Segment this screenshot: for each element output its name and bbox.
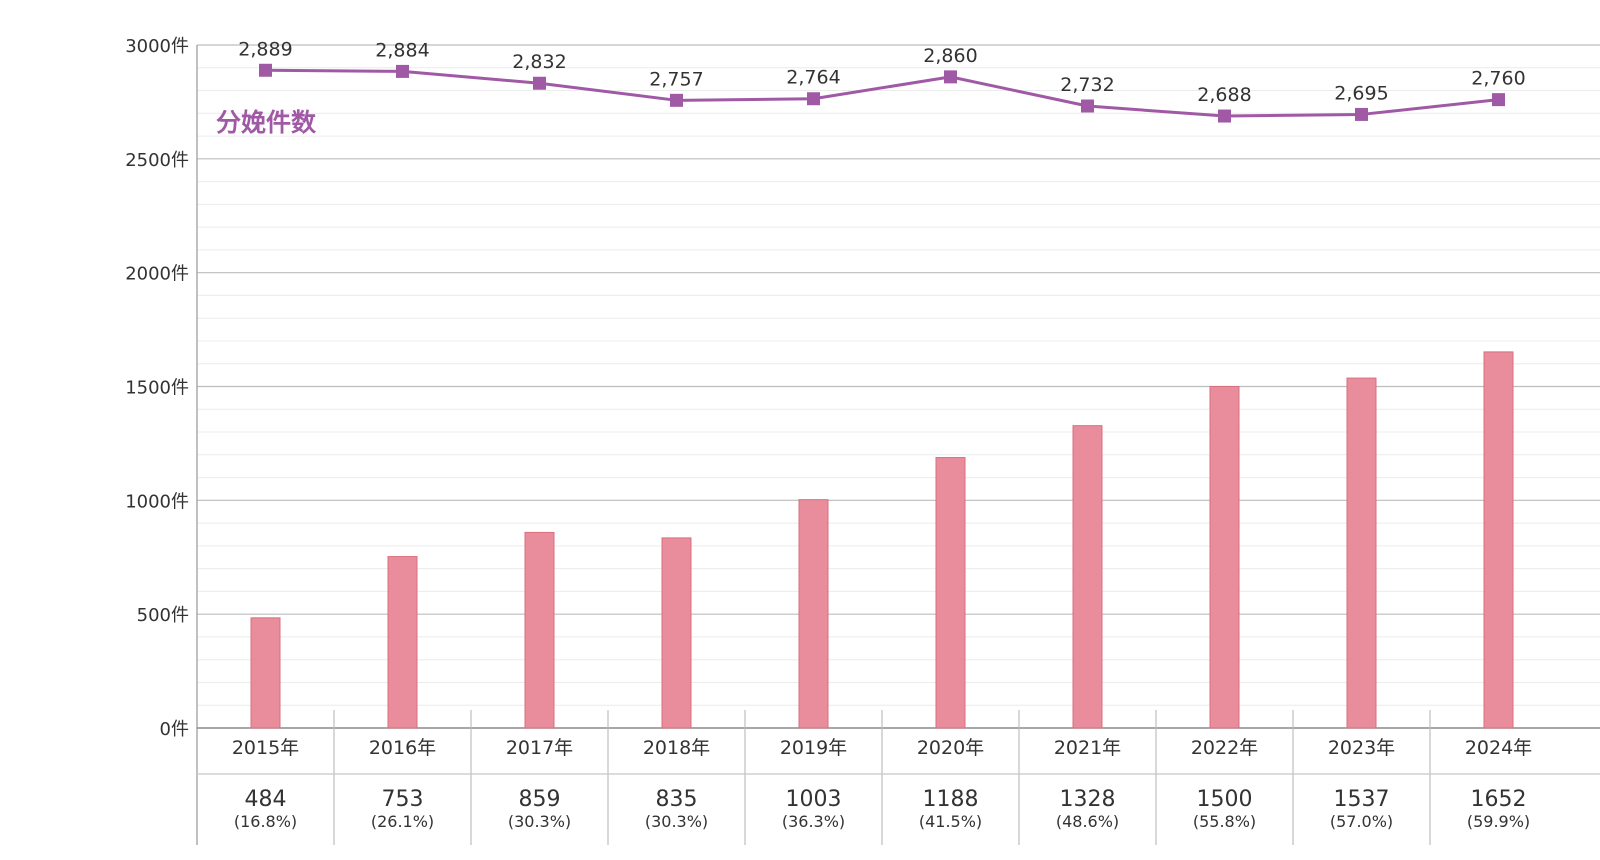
line-point-marker: [807, 92, 820, 106]
y-tick-label: 2500件: [125, 150, 189, 171]
bar-percent-label: (36.3%): [782, 812, 845, 831]
line-point-marker: [1218, 109, 1231, 123]
line-value-label: 2,832: [512, 51, 566, 73]
y-tick-label: 500件: [137, 605, 189, 626]
bar-percent-label: (59.9%): [1467, 812, 1530, 831]
bar: [798, 499, 829, 729]
bar-percent-label: (55.8%): [1193, 812, 1256, 831]
line-series-label: 分娩件数: [216, 108, 317, 137]
bar-percent-label: (57.0%): [1330, 812, 1393, 831]
x-category-label: 2020年: [917, 737, 984, 759]
line-value-label: 2,695: [1334, 82, 1388, 104]
bar: [935, 457, 966, 729]
line-point-marker: [1081, 99, 1094, 113]
y-tick-label: 1000件: [125, 491, 189, 512]
bar-value-label: 1652: [1471, 787, 1527, 812]
bar: [387, 556, 418, 729]
line-point-marker: [396, 64, 409, 78]
bar: [1209, 386, 1240, 729]
x-category-label: 2021年: [1054, 737, 1121, 759]
line-value-label: 2,757: [649, 68, 703, 90]
bar-value-label: 484: [245, 787, 287, 812]
line-value-label: 2,764: [786, 67, 840, 89]
x-category-label: 2019年: [780, 737, 847, 759]
bar-percent-label: (30.3%): [645, 812, 708, 831]
line-point-marker: [944, 70, 957, 84]
bar-value-label: 1537: [1334, 787, 1390, 812]
bar: [661, 537, 692, 729]
bar-value-label: 753: [382, 787, 424, 812]
bar-percent-label: (16.8%): [234, 812, 297, 831]
bar: [250, 617, 281, 729]
x-category-label: 2022年: [1191, 737, 1258, 759]
line-point-marker: [259, 63, 272, 77]
bar-percent-label: (30.3%): [508, 812, 571, 831]
bar-value-label: 1328: [1060, 787, 1116, 812]
bar-percent-label: (48.6%): [1056, 812, 1119, 831]
y-tick-label: 1500件: [125, 378, 189, 399]
y-tick-label: 3000件: [125, 36, 189, 57]
bar-value-label: 1188: [923, 787, 979, 812]
bar-percent-label: (26.1%): [371, 812, 434, 831]
x-category-label: 2024年: [1465, 737, 1532, 759]
bar-value-label: 835: [656, 787, 698, 812]
bar-value-label: 1500: [1197, 787, 1253, 812]
y-tick-label: 0件: [160, 719, 189, 740]
x-category-label: 2017年: [506, 737, 573, 759]
bar: [1072, 425, 1103, 729]
line-series-path: [265, 68, 1499, 118]
x-category-label: 2018年: [643, 737, 710, 759]
line-point-marker: [670, 93, 683, 107]
line-value-label: 2,860: [923, 45, 977, 67]
bar: [524, 531, 555, 729]
x-category-label: 2015年: [232, 737, 299, 759]
bar-value-label: 1003: [786, 787, 842, 812]
x-category-label: 2023年: [1328, 737, 1395, 759]
x-category-label: 2016年: [369, 737, 436, 759]
bar-value-label: 859: [519, 787, 561, 812]
y-tick-label: 2000件: [125, 264, 189, 285]
bar: [1483, 351, 1514, 729]
line-value-label: 2,760: [1471, 68, 1525, 90]
line-value-label: 2,732: [1060, 74, 1114, 96]
line-point-marker: [1355, 107, 1368, 121]
bar-percent-label: (41.5%): [919, 812, 982, 831]
bar: [1346, 377, 1377, 729]
line-value-label: 2,889: [238, 38, 292, 60]
line-point-marker: [533, 76, 546, 90]
line-value-label: 2,688: [1197, 84, 1251, 106]
line-point-marker: [1492, 93, 1505, 107]
line-value-label: 2,884: [375, 39, 429, 61]
